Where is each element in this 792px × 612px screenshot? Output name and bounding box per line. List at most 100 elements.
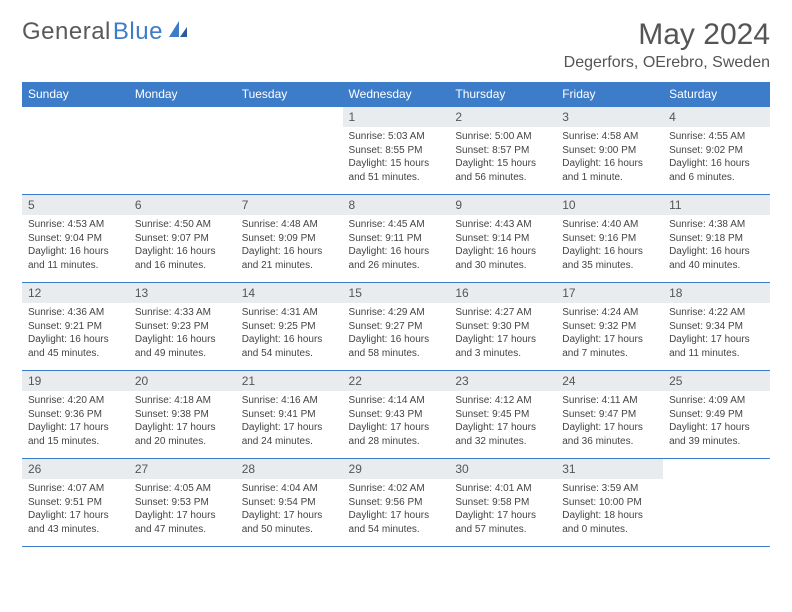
- sunset-text: Sunset: 9:38 PM: [135, 408, 230, 422]
- calendar-day-cell: 19Sunrise: 4:20 AMSunset: 9:36 PMDayligh…: [22, 371, 129, 459]
- daylight-text: Daylight: 15 hours and 56 minutes.: [455, 157, 550, 184]
- day-number: 8: [343, 195, 450, 215]
- day-data: Sunrise: 4:48 AMSunset: 9:09 PMDaylight:…: [236, 215, 343, 276]
- sunrise-text: Sunrise: 4:12 AM: [455, 394, 550, 408]
- sunrise-text: Sunrise: 5:00 AM: [455, 130, 550, 144]
- calendar-day-cell: 13Sunrise: 4:33 AMSunset: 9:23 PMDayligh…: [129, 283, 236, 371]
- calendar-week-row: 1Sunrise: 5:03 AMSunset: 8:55 PMDaylight…: [22, 107, 770, 195]
- calendar-week-row: 5Sunrise: 4:53 AMSunset: 9:04 PMDaylight…: [22, 195, 770, 283]
- daylight-text: Daylight: 16 hours and 35 minutes.: [562, 245, 657, 272]
- day-data: Sunrise: 4:05 AMSunset: 9:53 PMDaylight:…: [129, 479, 236, 540]
- daylight-text: Daylight: 16 hours and 40 minutes.: [669, 245, 764, 272]
- calendar-day-cell: 1Sunrise: 5:03 AMSunset: 8:55 PMDaylight…: [343, 107, 450, 195]
- daylight-text: Daylight: 18 hours and 0 minutes.: [562, 509, 657, 536]
- sunrise-text: Sunrise: 4:16 AM: [242, 394, 337, 408]
- sunset-text: Sunset: 9:45 PM: [455, 408, 550, 422]
- daylight-text: Daylight: 16 hours and 54 minutes.: [242, 333, 337, 360]
- daylight-text: Daylight: 17 hours and 50 minutes.: [242, 509, 337, 536]
- calendar-day-cell: 9Sunrise: 4:43 AMSunset: 9:14 PMDaylight…: [449, 195, 556, 283]
- calendar-day-cell: 4Sunrise: 4:55 AMSunset: 9:02 PMDaylight…: [663, 107, 770, 195]
- calendar-day-cell: 17Sunrise: 4:24 AMSunset: 9:32 PMDayligh…: [556, 283, 663, 371]
- calendar-day-cell: [22, 107, 129, 195]
- daylight-text: Daylight: 17 hours and 36 minutes.: [562, 421, 657, 448]
- sunset-text: Sunset: 9:47 PM: [562, 408, 657, 422]
- calendar-day-cell: 21Sunrise: 4:16 AMSunset: 9:41 PMDayligh…: [236, 371, 343, 459]
- calendar-day-cell: 14Sunrise: 4:31 AMSunset: 9:25 PMDayligh…: [236, 283, 343, 371]
- day-data: Sunrise: 4:16 AMSunset: 9:41 PMDaylight:…: [236, 391, 343, 452]
- sunrise-text: Sunrise: 4:31 AM: [242, 306, 337, 320]
- day-number: 7: [236, 195, 343, 215]
- weekday-header: Friday: [556, 82, 663, 107]
- day-data: Sunrise: 4:12 AMSunset: 9:45 PMDaylight:…: [449, 391, 556, 452]
- daylight-text: Daylight: 16 hours and 1 minute.: [562, 157, 657, 184]
- day-data: Sunrise: 4:38 AMSunset: 9:18 PMDaylight:…: [663, 215, 770, 276]
- sunset-text: Sunset: 9:16 PM: [562, 232, 657, 246]
- sunset-text: Sunset: 9:00 PM: [562, 144, 657, 158]
- day-number: 20: [129, 371, 236, 391]
- daylight-text: Daylight: 16 hours and 11 minutes.: [28, 245, 123, 272]
- daylight-text: Daylight: 17 hours and 24 minutes.: [242, 421, 337, 448]
- day-number: 28: [236, 459, 343, 479]
- calendar-day-cell: 27Sunrise: 4:05 AMSunset: 9:53 PMDayligh…: [129, 459, 236, 547]
- sunrise-text: Sunrise: 4:24 AM: [562, 306, 657, 320]
- day-data: Sunrise: 4:36 AMSunset: 9:21 PMDaylight:…: [22, 303, 129, 364]
- day-number: 13: [129, 283, 236, 303]
- calendar-day-cell: [236, 107, 343, 195]
- day-data: Sunrise: 4:33 AMSunset: 9:23 PMDaylight:…: [129, 303, 236, 364]
- sunset-text: Sunset: 9:07 PM: [135, 232, 230, 246]
- sunrise-text: Sunrise: 4:50 AM: [135, 218, 230, 232]
- calendar-day-cell: 30Sunrise: 4:01 AMSunset: 9:58 PMDayligh…: [449, 459, 556, 547]
- sunrise-text: Sunrise: 4:33 AM: [135, 306, 230, 320]
- day-number: 23: [449, 371, 556, 391]
- calendar-day-cell: [663, 459, 770, 547]
- sunset-text: Sunset: 9:04 PM: [28, 232, 123, 246]
- calendar-week-row: 19Sunrise: 4:20 AMSunset: 9:36 PMDayligh…: [22, 371, 770, 459]
- sunrise-text: Sunrise: 4:09 AM: [669, 394, 764, 408]
- daylight-text: Daylight: 17 hours and 39 minutes.: [669, 421, 764, 448]
- daylight-text: Daylight: 17 hours and 3 minutes.: [455, 333, 550, 360]
- sunrise-text: Sunrise: 3:59 AM: [562, 482, 657, 496]
- logo-text-2: Blue: [113, 18, 163, 46]
- day-number: 15: [343, 283, 450, 303]
- sunrise-text: Sunrise: 4:18 AM: [135, 394, 230, 408]
- sunrise-text: Sunrise: 4:58 AM: [562, 130, 657, 144]
- calendar-week-row: 12Sunrise: 4:36 AMSunset: 9:21 PMDayligh…: [22, 283, 770, 371]
- header: GeneralBlue May 2024 Degerfors, OErebro,…: [22, 18, 770, 72]
- daylight-text: Daylight: 17 hours and 32 minutes.: [455, 421, 550, 448]
- day-data: Sunrise: 5:00 AMSunset: 8:57 PMDaylight:…: [449, 127, 556, 188]
- sunset-text: Sunset: 10:00 PM: [562, 496, 657, 510]
- weekday-header: Monday: [129, 82, 236, 107]
- day-data: Sunrise: 5:03 AMSunset: 8:55 PMDaylight:…: [343, 127, 450, 188]
- sunset-text: Sunset: 9:36 PM: [28, 408, 123, 422]
- day-data: Sunrise: 4:50 AMSunset: 9:07 PMDaylight:…: [129, 215, 236, 276]
- day-data: Sunrise: 4:07 AMSunset: 9:51 PMDaylight:…: [22, 479, 129, 540]
- sunset-text: Sunset: 9:21 PM: [28, 320, 123, 334]
- sunrise-text: Sunrise: 4:38 AM: [669, 218, 764, 232]
- month-title: May 2024: [564, 18, 770, 52]
- sunset-text: Sunset: 9:51 PM: [28, 496, 123, 510]
- sunset-text: Sunset: 8:55 PM: [349, 144, 444, 158]
- sunrise-text: Sunrise: 5:03 AM: [349, 130, 444, 144]
- day-number: 4: [663, 107, 770, 127]
- calendar-day-cell: 20Sunrise: 4:18 AMSunset: 9:38 PMDayligh…: [129, 371, 236, 459]
- sunrise-text: Sunrise: 4:20 AM: [28, 394, 123, 408]
- calendar-day-cell: [129, 107, 236, 195]
- day-data: Sunrise: 4:55 AMSunset: 9:02 PMDaylight:…: [663, 127, 770, 188]
- daylight-text: Daylight: 17 hours and 11 minutes.: [669, 333, 764, 360]
- sunrise-text: Sunrise: 4:07 AM: [28, 482, 123, 496]
- day-data: Sunrise: 4:58 AMSunset: 9:00 PMDaylight:…: [556, 127, 663, 188]
- day-data: Sunrise: 4:53 AMSunset: 9:04 PMDaylight:…: [22, 215, 129, 276]
- day-data: Sunrise: 4:11 AMSunset: 9:47 PMDaylight:…: [556, 391, 663, 452]
- sunset-text: Sunset: 9:11 PM: [349, 232, 444, 246]
- daylight-text: Daylight: 17 hours and 47 minutes.: [135, 509, 230, 536]
- day-data: Sunrise: 4:02 AMSunset: 9:56 PMDaylight:…: [343, 479, 450, 540]
- sunset-text: Sunset: 9:58 PM: [455, 496, 550, 510]
- sunset-text: Sunset: 9:25 PM: [242, 320, 337, 334]
- day-data: Sunrise: 4:45 AMSunset: 9:11 PMDaylight:…: [343, 215, 450, 276]
- sunrise-text: Sunrise: 4:14 AM: [349, 394, 444, 408]
- weekday-header: Tuesday: [236, 82, 343, 107]
- sunrise-text: Sunrise: 4:45 AM: [349, 218, 444, 232]
- sunset-text: Sunset: 9:56 PM: [349, 496, 444, 510]
- day-data: Sunrise: 4:04 AMSunset: 9:54 PMDaylight:…: [236, 479, 343, 540]
- calendar-day-cell: 3Sunrise: 4:58 AMSunset: 9:00 PMDaylight…: [556, 107, 663, 195]
